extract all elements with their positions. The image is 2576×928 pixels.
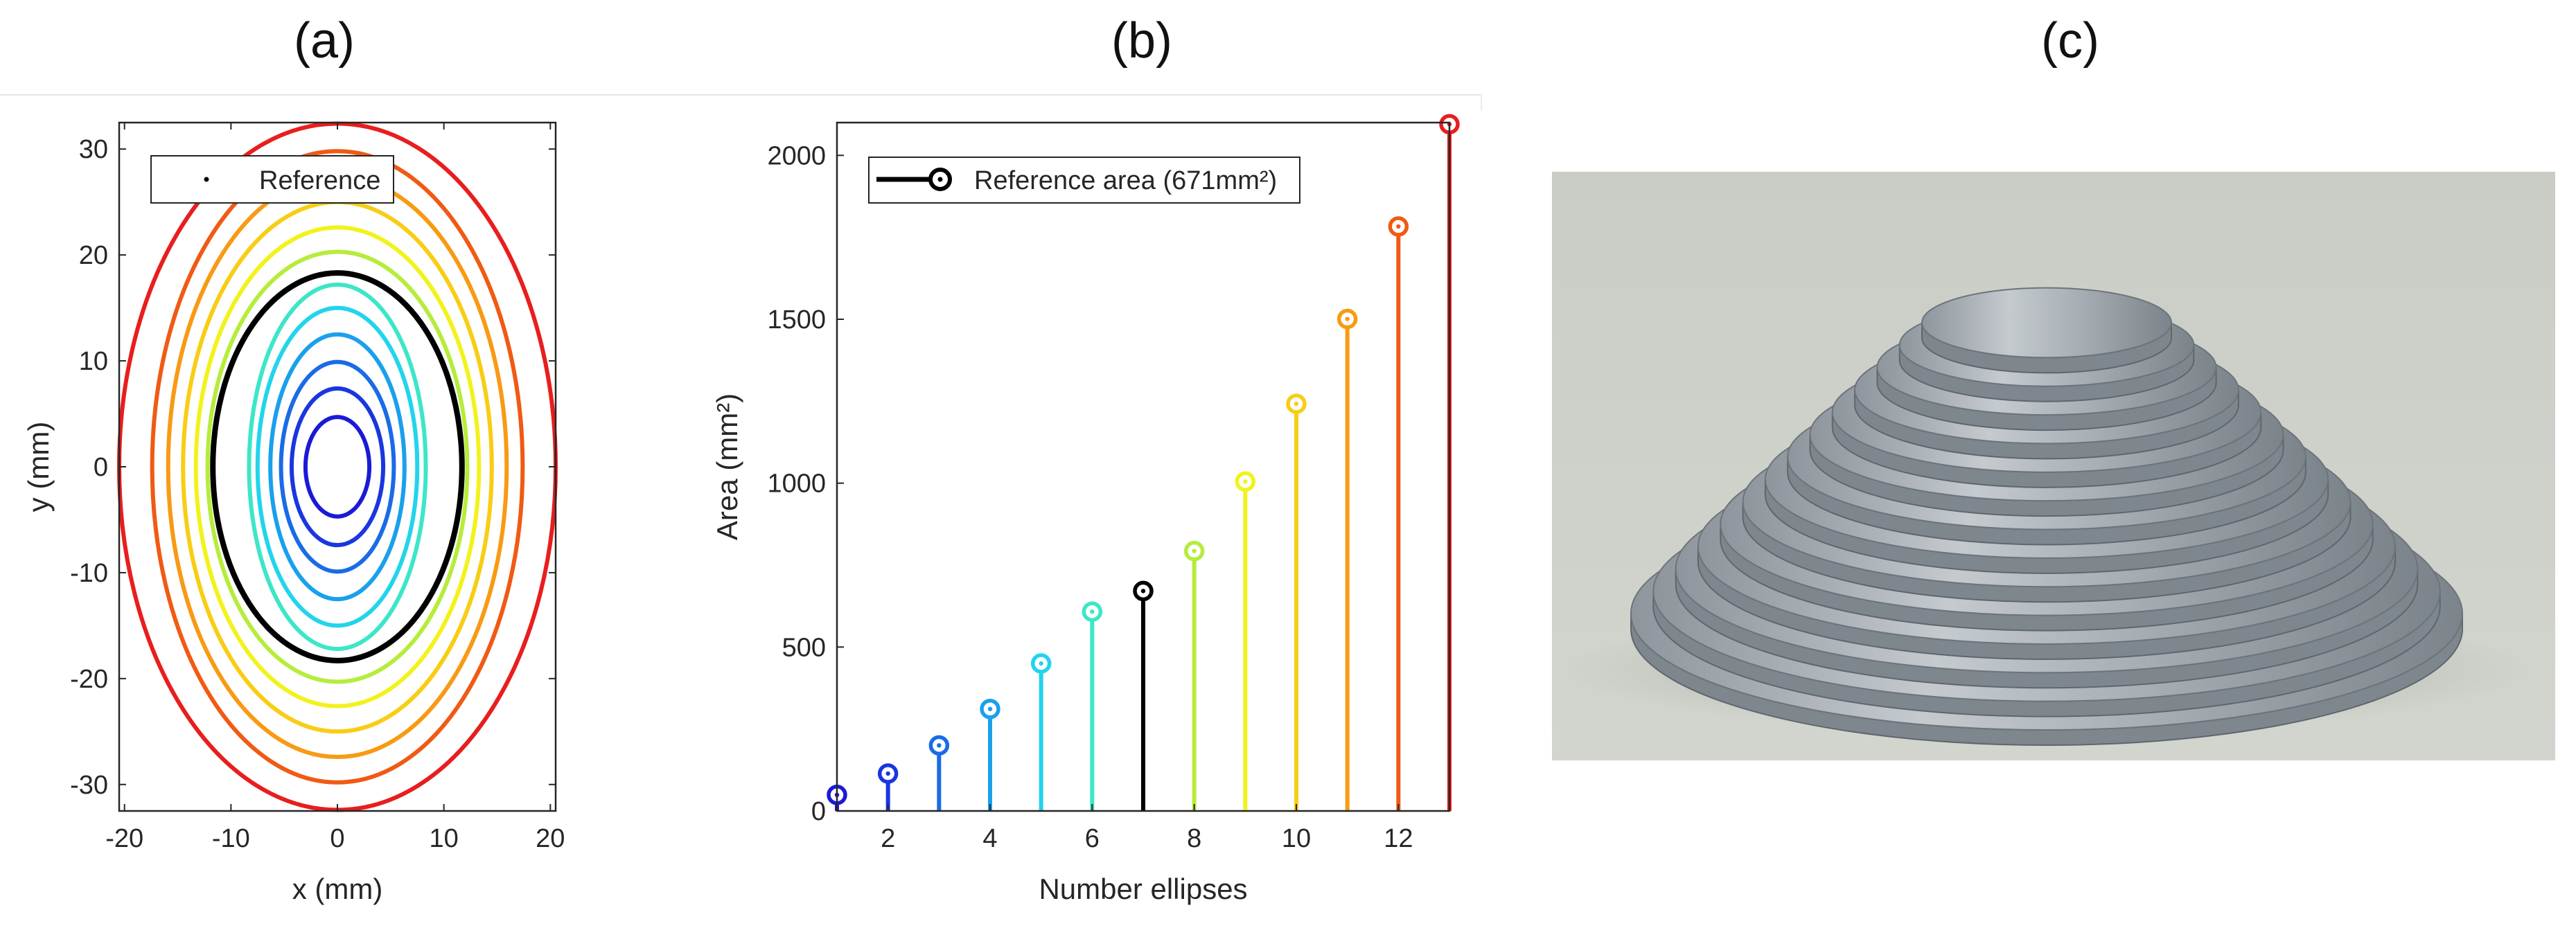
stem-dot-6 [1090,609,1095,614]
x-tick-label-a: 10 [430,824,459,853]
y-tick-label-a: 0 [94,453,108,482]
ellipse-9 [193,225,482,708]
stem-marker-9 [1235,471,1256,492]
y-tick-label-a: 30 [79,135,108,164]
disk-stack-illustration [1562,287,2532,746]
x-tick-label-b: 2 [881,824,895,853]
ellipse-1 [303,415,372,519]
y-axis-label-a: y (mm) [22,422,55,512]
legend-marker-b [928,168,952,191]
reference-ellipse [210,270,465,663]
ellipse-12 [150,149,525,785]
x-tick-label-b: 6 [1085,824,1100,853]
stem-dot-11 [1345,316,1350,321]
panel-label-a: (a) [294,13,355,69]
stem-marker-12 [1388,216,1409,237]
x-tick-label-a: 0 [330,824,344,853]
ellipse-3 [279,359,396,574]
y-tick-label-a: -10 [70,559,108,588]
x-tick-label-b: 10 [1282,824,1311,853]
stem-dot-8 [1192,548,1197,553]
ellipse-6 [247,282,428,652]
chart-a-ellipses: -20 -10 0 10 20 -30 -20 -10 0 10 20 30 Reference x … [22,121,565,905]
ellipse-5 [255,305,420,628]
y-tick-label-b: 1000 [767,470,826,499]
y-tick-label-a: -30 [70,771,108,800]
x-tick-label-a: -10 [212,824,250,853]
stem-marker-11 [1336,308,1358,330]
x-tick-label-a: 20 [536,824,565,853]
stem-marker-7 [1133,580,1154,602]
stem-dot-10 [1294,401,1299,407]
legend-a: Reference [150,155,394,204]
stem-marker-3 [928,735,950,756]
stem-dot-5 [1039,661,1043,666]
legend-label-b: Reference area (671mm²) [974,166,1277,195]
stem-dot-3 [937,743,942,748]
stem-marker-8 [1183,540,1205,562]
ellipse-4 [268,332,407,602]
top-separator [0,94,1482,111]
legend-b: Reference area (671mm²) [868,157,1300,204]
y-tick-label-a: 20 [79,241,108,270]
y-tick-label-b: 500 [782,633,826,662]
disk-top [1921,287,2172,359]
stem-dot-7 [1140,589,1146,594]
stem-dot-9 [1243,479,1248,484]
x-tick-label-b: 12 [1384,824,1413,853]
stem-dot-12 [1396,224,1401,229]
legend-label-a: Reference [259,166,380,195]
panel-label-c: (c) [2041,13,2099,69]
x-tick-label-a: -20 [105,824,143,853]
panel-label-b: (b) [1111,13,1172,69]
stem-marker-10 [1286,393,1307,414]
ellipse-2 [289,386,386,548]
x-tick-label-b: 4 [982,824,997,853]
y-tick-label-a: 10 [79,347,108,376]
stem-marker-2 [877,763,899,784]
y-tick-label-b: 2000 [767,141,826,170]
y-tick-label-a: -20 [70,665,108,694]
stem-dot-2 [885,771,890,776]
x-axis-label-a: x (mm) [292,873,383,905]
ellipse-8 [205,249,470,684]
stem-marker-6 [1082,601,1103,622]
x-tick-label-b: 8 [1187,824,1201,853]
stem-dot-4 [987,706,993,711]
y-axis-label-b: Area (mm²) [711,393,743,540]
x-axis-label-b: Number ellipses [1039,873,1247,905]
legend-box-a [150,155,394,204]
legend-marker-a [204,177,209,182]
y-tick-label-b: 1500 [767,305,826,334]
stem-marker-4 [980,699,1000,720]
plot-frame-b [836,121,1451,812]
stem-marker-5 [1030,653,1052,674]
chart-b-stems: 2 4 6 8 10 12 0 500 1000 1500 2000 Reference area … [711,114,1460,905]
disk-stack-photo [1552,172,2555,760]
y-tick-label-b: 0 [811,797,826,826]
